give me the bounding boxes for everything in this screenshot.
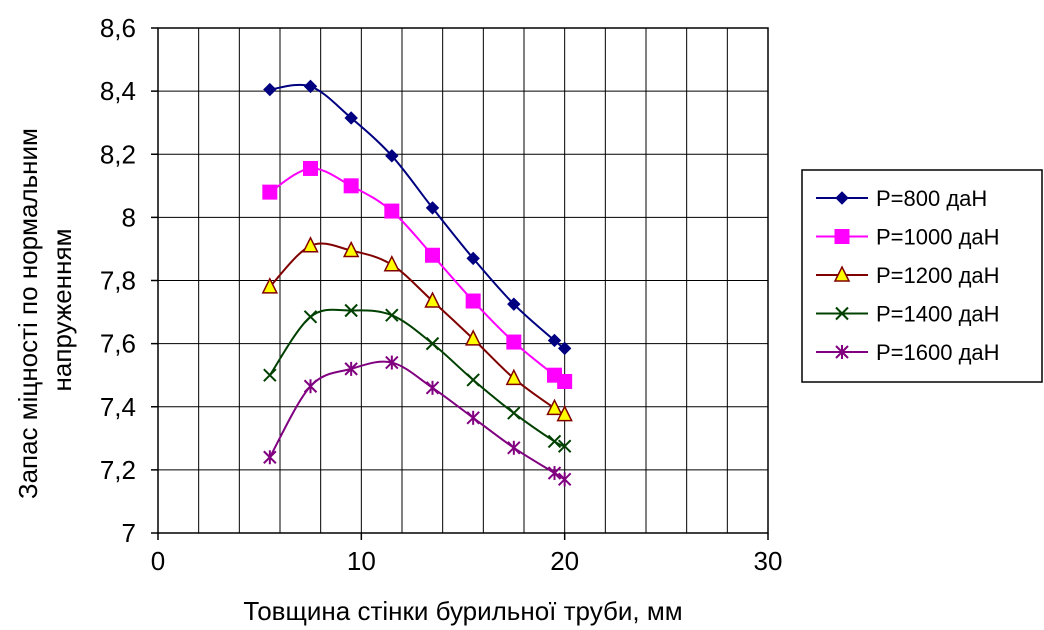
data-point xyxy=(556,404,573,422)
data-point xyxy=(424,291,441,308)
legend-item: P=1400 даН xyxy=(816,302,1000,327)
data-point xyxy=(557,472,572,487)
x-tick-label: 30 xyxy=(754,546,783,576)
y-tick-label: 8,2 xyxy=(100,139,136,169)
data-point xyxy=(263,368,277,382)
data-point xyxy=(835,191,849,205)
series xyxy=(261,236,573,422)
series xyxy=(262,160,573,389)
y-tick-label: 7,8 xyxy=(100,266,136,296)
grid xyxy=(151,27,769,540)
data-point xyxy=(344,111,358,125)
data-point xyxy=(385,149,399,163)
legend-item: P=1200 даН xyxy=(816,263,1000,288)
data-point xyxy=(506,334,522,350)
data-point xyxy=(303,379,318,394)
data-point xyxy=(344,361,358,376)
series xyxy=(263,303,572,453)
y-tick-label: 8 xyxy=(122,202,136,232)
y-axis-title-line-1: Запас міцності по нормальним xyxy=(13,128,43,499)
y-tick-labels: 7 7,2 7,4 7,6 7,8 8 8,2 8,4 8,6 xyxy=(100,13,136,548)
data-point xyxy=(834,229,850,244)
data-point xyxy=(466,251,480,266)
data-point xyxy=(342,240,360,258)
data-point xyxy=(343,178,359,194)
x-tick-labels: 0 10 20 30 xyxy=(151,546,783,576)
y-tick-label: 7,4 xyxy=(100,392,136,422)
legend-label: P=1000 даН xyxy=(876,225,1000,250)
legend-item: P=800 даН xyxy=(816,186,987,211)
legend-label: P=1200 даН xyxy=(876,263,1000,288)
legend-label: P=1400 даН xyxy=(876,302,1000,327)
data-point xyxy=(303,310,318,324)
series-line xyxy=(269,83,566,350)
data-point xyxy=(465,293,481,309)
data-point xyxy=(507,440,521,455)
legend-item: P=1000 даН xyxy=(816,225,1000,250)
data-point xyxy=(507,406,521,420)
data-point xyxy=(833,265,851,282)
data-point xyxy=(302,236,319,253)
data-point xyxy=(425,336,440,351)
y-tick-label: 8,6 xyxy=(100,13,136,43)
series-line xyxy=(268,360,566,481)
x-tick-label: 10 xyxy=(347,546,376,576)
x-axis-title: Товщина стінки бурильної труби, мм xyxy=(243,596,682,626)
series xyxy=(263,355,572,487)
data-point xyxy=(547,434,562,449)
data-point xyxy=(466,373,480,387)
y-tick-label: 7 xyxy=(122,518,136,548)
data-point xyxy=(507,297,521,311)
data-point xyxy=(546,398,563,416)
data-point xyxy=(384,203,400,219)
legend-label: P=1600 даН xyxy=(876,340,1000,365)
legend: P=800 даН P=1000 даН P=1200 даН P=1400 даН P… xyxy=(801,169,1043,383)
data-point xyxy=(466,410,480,425)
legend-label: P=800 даН xyxy=(876,186,987,211)
legend-item: P=1600 даН xyxy=(816,340,1000,365)
data-point xyxy=(303,79,318,94)
data-point xyxy=(383,255,401,272)
data-point xyxy=(425,380,440,395)
data-point xyxy=(344,303,358,318)
y-axis-title: Запас міцності по нормальним напруженням xyxy=(13,121,77,499)
data-point xyxy=(385,308,399,322)
y-tick-label: 7,2 xyxy=(100,455,136,485)
plot-area xyxy=(157,27,769,534)
data-point xyxy=(303,160,318,176)
y-tick-label: 7,6 xyxy=(100,329,136,359)
series-layer xyxy=(261,79,573,487)
data-point xyxy=(263,82,277,97)
series-line xyxy=(269,308,566,448)
data-point xyxy=(425,247,440,263)
data-point xyxy=(425,201,440,215)
data-point xyxy=(547,466,562,481)
y-tick-label: 8,4 xyxy=(100,76,136,106)
x-tick-label: 20 xyxy=(550,546,579,576)
data-point xyxy=(261,277,279,294)
data-point xyxy=(262,184,278,200)
data-point xyxy=(385,355,399,370)
data-point xyxy=(547,333,562,348)
data-point xyxy=(835,345,849,359)
y-axis-title-line-2: напруженням xyxy=(47,229,77,392)
data-point xyxy=(505,368,523,386)
data-point xyxy=(263,450,277,465)
series xyxy=(263,79,572,356)
data-point xyxy=(557,439,572,453)
data-point xyxy=(835,306,849,321)
data-point xyxy=(464,329,482,346)
data-point xyxy=(557,341,572,356)
data-point xyxy=(557,374,573,389)
x-tick-label: 0 xyxy=(151,546,165,576)
